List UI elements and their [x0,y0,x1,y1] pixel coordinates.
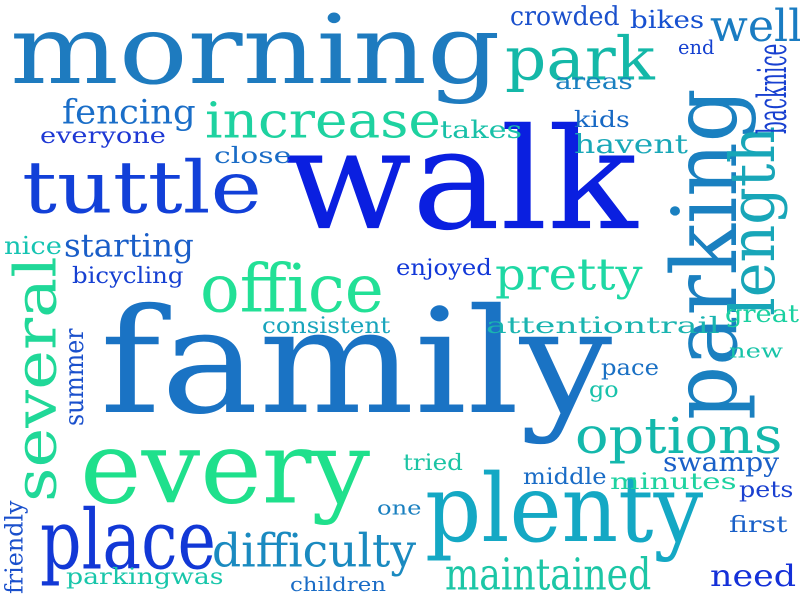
word-walk: walk [285,97,638,262]
word-well: well [710,0,800,52]
word-bikes: bikes [630,6,705,34]
word-increase: increase [205,91,441,150]
word-fencing: fencing [62,93,196,132]
word-middle: middle [523,465,607,490]
word-takes: takes [440,116,523,144]
word-nice: nice [4,232,62,260]
word-pets: pets [739,478,794,503]
word-park: park [505,24,655,95]
word-every: every [80,409,371,527]
word-first: first [729,513,788,538]
word-everyone: everyone [40,124,166,149]
word-backnice: backnice [751,43,797,135]
word-consistent: consistent [262,314,391,339]
word-starting: starting [64,227,194,265]
word-havent: havent [574,130,688,160]
word-need: need [710,559,797,594]
word-enjoyed: enjoyed [396,256,492,281]
word-crowded: crowded [510,2,620,32]
word-tuttle: tuttle [22,145,262,230]
word-place: place [40,493,216,589]
word-family: family [100,278,613,447]
word-minutes: minutes [610,470,737,495]
word-tried: tried [403,451,463,476]
word-office: office [200,250,384,328]
word-difficulty: difficulty [212,524,417,578]
word-morning: morning [10,0,501,106]
word-new: new [729,340,784,363]
word-several: several [2,256,71,502]
word-areas: areas [555,70,633,95]
word-close: close [214,144,292,169]
word-pretty: pretty [495,248,643,300]
word-length: length [717,125,789,316]
word-plenty: plenty [425,453,704,564]
word-attentiontrail: attentiontrail [486,314,720,339]
word-children: children [290,572,386,596]
word-kids: kids [574,108,630,133]
word-swampy: swampy [663,448,780,478]
word-options: options [575,407,783,466]
word-summer: summer [59,328,90,426]
word-great: great [725,300,799,328]
word-friendly: friendly [0,500,29,594]
word-maintained: maintained [445,548,652,600]
word-one: one [377,497,422,520]
word-end: end [678,36,715,59]
word-bicycling: bicycling [72,264,184,289]
word-go: go [589,378,619,403]
word-parkingwas: parkingwas [66,565,224,590]
word-pace: pace [601,356,659,381]
